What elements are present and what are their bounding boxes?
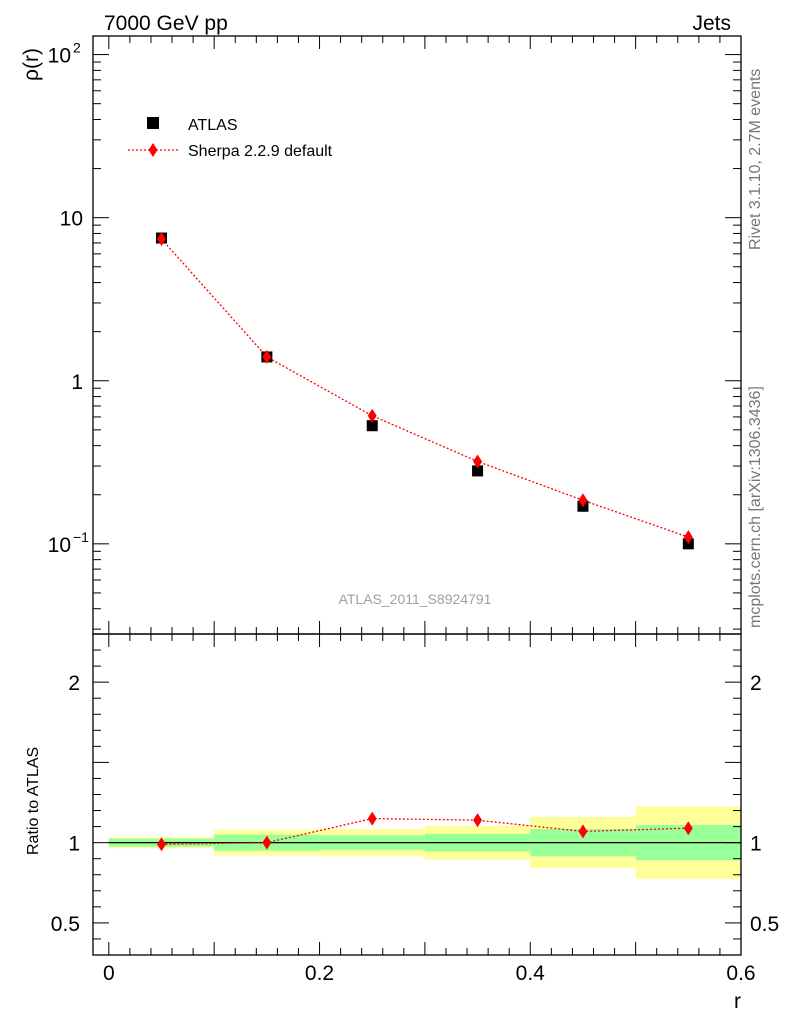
ratio-sherpa-point bbox=[683, 821, 693, 836]
ratio-y-tick-label: 1 bbox=[68, 833, 80, 856]
ratio-y-tick-label-right: 0.5 bbox=[750, 913, 779, 936]
source-label: mcplots.cern.ch [arXiv:1306.3436] bbox=[747, 386, 764, 628]
main-series bbox=[155, 231, 694, 550]
legend-sherpa-marker bbox=[148, 143, 158, 157]
ratio-sherpa-point bbox=[578, 824, 588, 839]
header-energy: 7000 GeV pp bbox=[104, 12, 228, 35]
ratio-y-tick-label: 0.5 bbox=[51, 913, 80, 936]
main-y-tick-label: 10 bbox=[48, 45, 71, 68]
main-y-tick-label: 10 bbox=[48, 534, 71, 557]
sherpa-point bbox=[262, 349, 272, 364]
x-tick-label: 0.6 bbox=[726, 962, 755, 985]
sherpa-point bbox=[473, 454, 483, 469]
atlas-point bbox=[472, 465, 484, 477]
atlas-point bbox=[366, 420, 378, 432]
analysis-watermark: ATLAS_2011_S8924791 bbox=[339, 591, 492, 607]
plot-frames bbox=[92, 35, 742, 956]
x-tick-label: 0 bbox=[103, 962, 115, 985]
ratio-sherpa-point bbox=[156, 837, 166, 852]
main-y-tick-exponent: 2 bbox=[73, 40, 81, 56]
ratio-frame bbox=[92, 633, 742, 956]
main-y-tick-label: 10 bbox=[60, 208, 83, 231]
ratio-sherpa-point bbox=[367, 811, 377, 826]
sherpa-point bbox=[683, 530, 693, 545]
legend-atlas-label: ATLAS bbox=[188, 117, 238, 134]
legend: ATLAS Sherpa 2.2.9 default bbox=[128, 117, 333, 160]
x-tick-label: 0.4 bbox=[516, 962, 546, 985]
ratio-y-tick-label: 2 bbox=[68, 672, 80, 695]
legend-atlas-marker bbox=[147, 117, 159, 129]
xlabel: r bbox=[734, 990, 741, 1013]
rivet-label: Rivet 3.1.10, 2.7M events bbox=[747, 69, 764, 250]
ratio-sherpa-point bbox=[473, 813, 483, 828]
sherpa-point bbox=[367, 408, 377, 423]
ratio-y-tick-label-right: 2 bbox=[750, 672, 762, 695]
main-ylabel: ρ(r) bbox=[20, 48, 43, 81]
main-y-tick-exponent: −1 bbox=[73, 529, 89, 545]
sherpa-point bbox=[156, 231, 166, 246]
sherpa-line bbox=[161, 238, 689, 538]
sherpa-point bbox=[578, 493, 588, 508]
ratio-series bbox=[156, 811, 693, 852]
header-process: Jets bbox=[692, 12, 731, 35]
x-tick-label: 0.2 bbox=[305, 962, 334, 985]
main-y-tick-label: 1 bbox=[71, 371, 83, 394]
ratio-sherpa-point bbox=[262, 835, 272, 850]
ratio-y-tick-label-right: 1 bbox=[750, 833, 762, 856]
ratio-ylabel: Ratio to ATLAS bbox=[25, 747, 42, 855]
legend-sherpa-label: Sherpa 2.2.9 default bbox=[188, 143, 333, 160]
